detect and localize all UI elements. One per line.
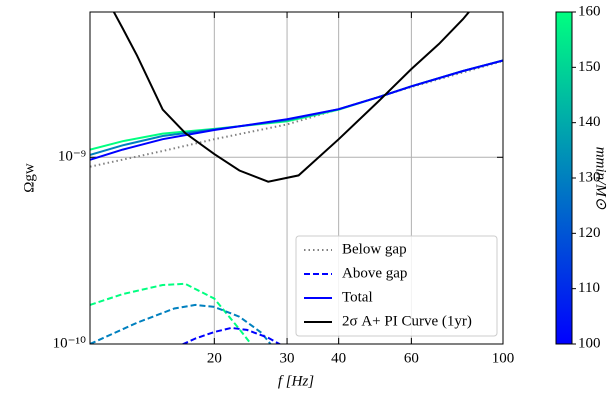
y-tick-label: 10⁻⁹ xyxy=(58,149,86,165)
colorbar-tick-label: 150 xyxy=(578,59,601,75)
line xyxy=(181,326,282,344)
colorbar-tick-label: 110 xyxy=(578,280,600,296)
line xyxy=(90,59,503,151)
x-axis-label: f [Hz] xyxy=(278,373,314,389)
colorbar-tick-label: 120 xyxy=(578,225,601,241)
x-tick-label: 60 xyxy=(404,350,419,366)
x-tick-label: 100 xyxy=(492,350,515,366)
x-tick-label: 40 xyxy=(331,350,346,366)
colorbar-label: mmin/M⊙ xyxy=(593,147,609,210)
colorbar-tick-label: 160 xyxy=(578,3,601,19)
y-axis-label: Ωgw xyxy=(21,163,37,193)
legend-label: 2σ A+ PI Curve (1yr) xyxy=(342,313,472,329)
legend-box xyxy=(295,235,498,337)
legend-label: Total xyxy=(342,289,373,305)
colorbar xyxy=(555,11,573,345)
legend-label: Below gap xyxy=(342,241,407,257)
line xyxy=(90,59,503,161)
x-tick-label: 30 xyxy=(280,350,295,366)
colorbar-tick-label: 130 xyxy=(578,169,601,185)
line xyxy=(90,59,503,156)
line xyxy=(112,12,471,183)
colorbar-tick-label: 100 xyxy=(578,335,601,351)
y-tick-label: 10⁻¹⁰ xyxy=(53,335,86,351)
x-tick-label: 20 xyxy=(207,350,222,366)
legend-label: Above gap xyxy=(342,265,407,281)
line xyxy=(90,282,253,344)
line xyxy=(90,303,272,344)
colorbar-tick-label: 140 xyxy=(578,114,601,130)
plot-lines xyxy=(90,12,503,344)
plot-frame xyxy=(89,11,504,345)
